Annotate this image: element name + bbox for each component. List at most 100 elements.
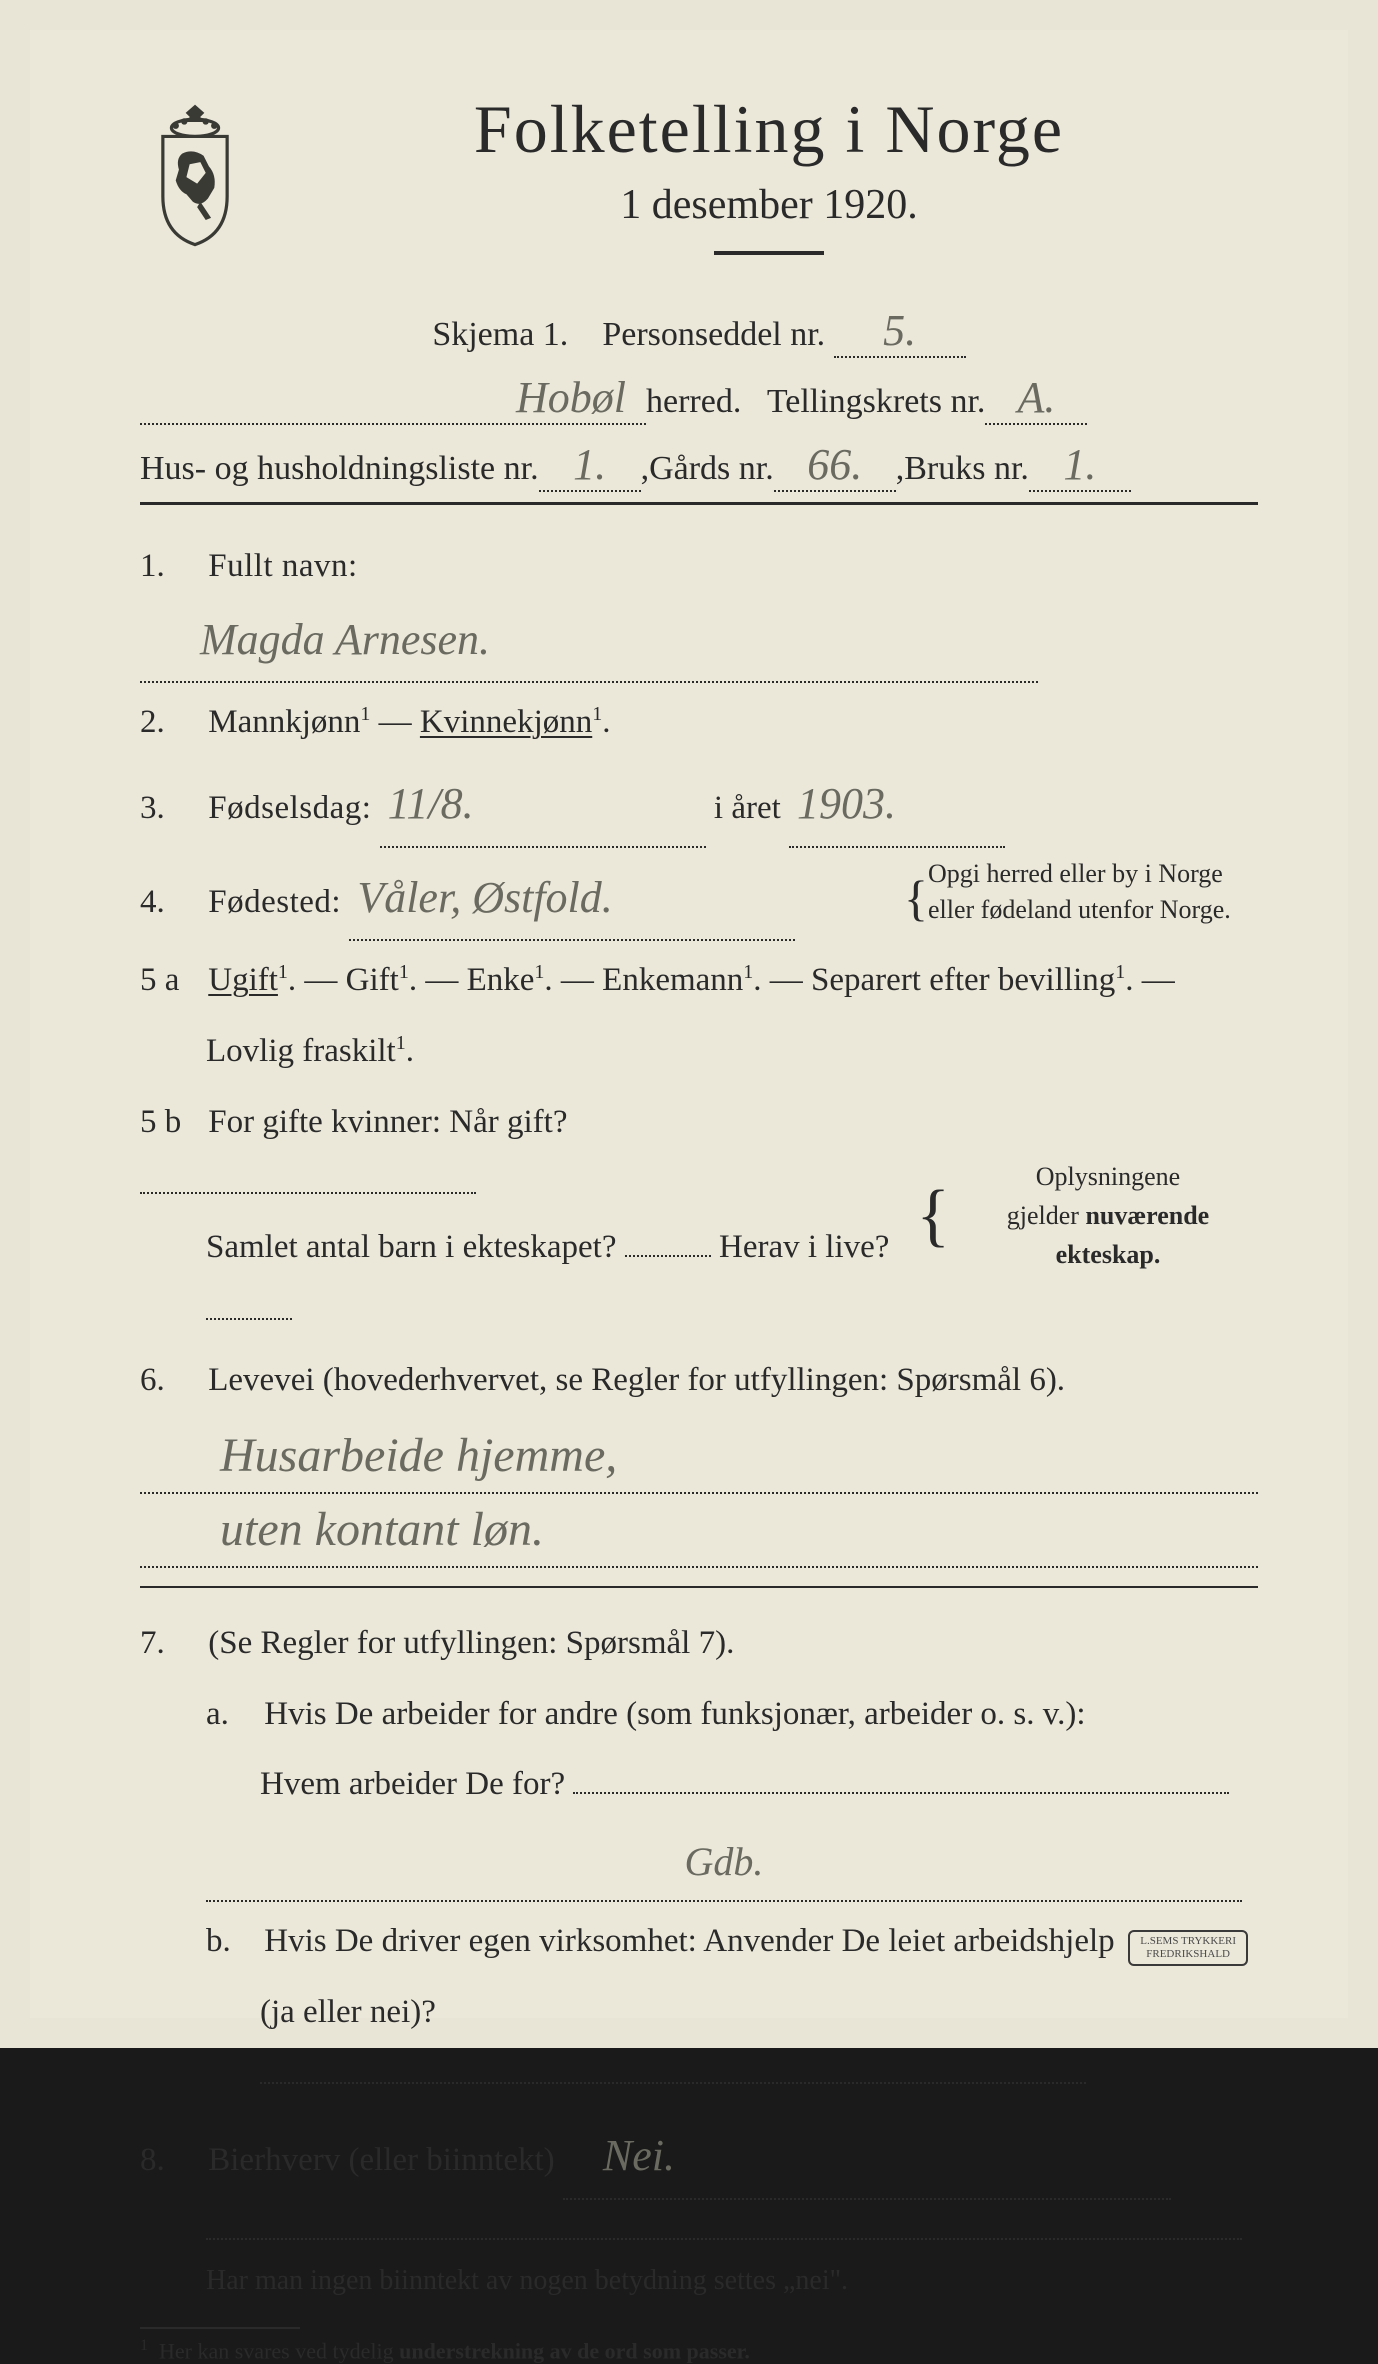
q5a-sup2: 1 [399,961,409,983]
question-2: 2. Mannkjønn1 — Kvinnekjønn1. [140,691,1258,754]
q5b-fill1 [140,1192,476,1194]
title-divider [714,251,824,255]
footnote-text: Her kan svares ved tydelig [159,2338,399,2363]
q5a-enkemann: Enkemann [602,962,743,998]
meta-line-2: Hobøl herred. Tellingskrets nr. A. [140,372,1258,425]
section-divider-2 [140,1586,1258,1588]
question-7a-line2: Hvem arbeider De for? [140,1753,1258,1816]
q4-note: Opgi herred eller by i Norge eller fødel… [928,856,1258,929]
q7a-label1: Hvis De arbeider for andre (som funksjon… [264,1696,1085,1732]
question-7b-line2: (ja eller nei)? [140,1981,1258,2106]
question-5a: 5 a Ugift1. — Gift1. — Enke1. — Enkemann… [140,949,1258,1012]
q5a-d2: . — [409,962,467,998]
bruks-nr: 1. [1029,439,1131,492]
question-7: 7. (Se Regler for utfyllingen: Spørsmål … [140,1612,1258,1675]
question-5b: 5 b For gifte kvinner: Når gift? Samlet … [140,1091,1258,1342]
q5b-fill3 [206,1318,292,1320]
q4-value: Våler, Østfold. [349,856,795,942]
q7a-num: a. [206,1683,256,1746]
q1-num: 1. [140,535,200,598]
q4-num: 4. [140,871,200,934]
q5a-num: 5 a [140,949,200,1012]
document-paper: Folketelling i Norge 1 desember 1920. Sk… [30,30,1348,2018]
q5b-note: Oplysningene gjelder nuværende ekteskap. [958,1157,1258,1274]
q2-num: 2. [140,691,200,754]
q7-num: 7. [140,1612,200,1675]
q3-num: 3. [140,777,200,840]
q8-line2 [140,2208,1258,2245]
q2-period: . [602,704,610,740]
q7b-num: b. [206,1910,256,1973]
section-divider-1 [140,502,1258,505]
q8-num: 8. [140,2129,200,2192]
question-7a: a. Hvis De arbeider for andre (som funks… [140,1683,1258,1746]
q5b-fill2 [625,1255,711,1257]
question-5a-line2: Lovlig fraskilt1. [140,1020,1258,1083]
q5b-label2: Samlet antal barn i ekteskapet? [206,1229,617,1265]
q5a-d4: . — [753,962,811,998]
q4-brace: { [904,873,928,923]
q5a-sup1: 1 [278,961,288,983]
title-block: Folketelling i Norge 1 desember 1920. [280,90,1258,285]
q7a-value: Gdb. [206,1824,1242,1902]
footnote-bold: understrekning av de ord som passer. [399,2338,750,2363]
q6-num: 6. [140,1349,200,1412]
stamp-line1: L.SEMS TRYKKERI [1140,1935,1236,1947]
q7a-label2: Hvem arbeider De for? [260,1766,565,1802]
scanned-page: Folketelling i Norge 1 desember 1920. Sk… [0,0,1378,2048]
personseddel-nr: 5. [834,305,966,358]
q5b-main: 5 b For gifte kvinner: Når gift? Samlet … [140,1091,908,1342]
q5a-sup3: 1 [534,961,544,983]
subtitle: 1 desember 1920. [280,181,1258,229]
q5b-note1: Oplysningene [1036,1162,1180,1191]
header: Folketelling i Norge 1 desember 1920. [140,90,1258,285]
q5b-note3: ekteskap. [1056,1240,1161,1269]
meta-line-3: Hus- og husholdningsliste nr. 1. , Gårds… [140,439,1258,492]
q4-note1: Opgi herred eller by i Norge [928,859,1223,888]
question-1: 1. Fullt navn: Magda Arnesen. [140,535,1258,683]
q5a-sup4: 1 [743,961,753,983]
printer-stamp: L.SEMS TRYKKERI FREDRIKSHALD [1128,1930,1248,1966]
q3-year: 1903. [789,762,1005,848]
question-7a-value-row: Gdb. [140,1824,1258,1902]
footnote-sup: 1 [140,2337,148,2354]
q5a-sup5: 1 [1115,961,1125,983]
q5a-separert: Separert efter bevilling [811,962,1115,998]
q5a-p: . [406,1033,414,1069]
q2-dash: — [370,704,420,740]
q5a-d3: . — [544,962,602,998]
q5a-ugift: Ugift [208,962,278,998]
q3-mid: i året [714,790,781,826]
tellingskrets-label: Tellingskrets nr. [767,383,986,421]
coat-of-arms-icon [140,100,250,250]
q6-value2: uten kontant løn. [140,1494,1258,1568]
footnote-divider [140,2327,300,2329]
footnote: 1 Her kan svares ved tydelig understrekn… [140,2337,1258,2364]
q5a-lovlig: Lovlig fraskilt [206,1033,396,1069]
bottom-note: Har man ingen biinntekt av nogen betydni… [140,2265,1258,2297]
husliste-nr: 1. [539,439,641,492]
q7b-fill [260,2082,1086,2084]
q2-sup2: 1 [592,703,602,725]
herred-value: Hobøl [140,372,646,425]
q2-mann: Mannkjønn [208,704,360,740]
q2-kvinne: Kvinnekjønn [420,704,592,740]
question-4: 4. Fødested: Våler, Østfold. { Opgi herr… [140,856,1258,942]
q5b-num: 5 b [140,1091,200,1154]
q5a-sup6: 1 [396,1032,406,1054]
q7b-label2: (ja eller nei)? [260,1994,436,2030]
q5a-d1: . — [288,962,346,998]
bruks-label: Bruks nr. [904,450,1029,488]
q7b-label1: Hvis De driver egen virksomhet: Anvender… [264,1923,1114,1959]
q8-label: Bierhverv (eller biinntekt) [208,2142,554,2178]
q5b-brace: { [908,1188,958,1244]
herred-label: herred. [646,383,741,421]
q3-label: Fødselsdag: [208,790,371,826]
q5b-label1: For gifte kvinner: Når gift? [208,1104,567,1140]
meta-line-1: Skjema 1. Personseddel nr. 5. [140,305,1258,358]
q1-label: Fullt navn: [208,548,357,584]
tellingskrets-nr: A. [985,372,1087,425]
q5a-enke: Enke [467,962,535,998]
q4-note2: eller fødeland utenfor Norge. [928,895,1231,924]
q5b-label3: Herav i live? [719,1229,889,1265]
